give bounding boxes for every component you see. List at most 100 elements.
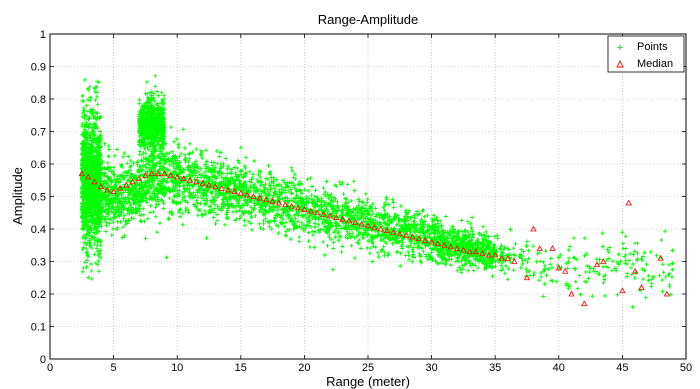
median-point	[383, 227, 391, 234]
legend: + Points Median	[607, 35, 685, 73]
median-point	[129, 178, 136, 185]
y-tick-label: 0.4	[31, 224, 46, 236]
median-point	[479, 250, 486, 256]
legend-points-marker: +	[617, 42, 623, 54]
median-point	[174, 173, 181, 180]
median-point	[104, 186, 111, 193]
median-point	[186, 176, 194, 183]
median-point	[154, 170, 162, 177]
median-point	[352, 219, 359, 225]
median-point	[441, 241, 448, 248]
median-point	[313, 209, 321, 216]
median-point	[402, 232, 410, 238]
median-series	[78, 170, 671, 307]
y-tick-label: 1	[40, 29, 46, 41]
median-point	[568, 290, 575, 297]
x-tick-label: 10	[171, 362, 183, 374]
median-point	[205, 181, 213, 188]
median-point	[142, 172, 149, 178]
median-point	[269, 198, 276, 204]
median-point	[148, 170, 155, 177]
y-tick-label: 0.9	[31, 62, 46, 74]
median-point	[161, 170, 168, 177]
median-point	[492, 251, 499, 258]
median-point	[243, 191, 251, 198]
x-tick-label: 0	[47, 362, 53, 374]
median-point	[364, 222, 372, 229]
median-point	[415, 235, 423, 242]
median-point	[511, 258, 518, 264]
median-point	[301, 206, 308, 212]
median-point	[326, 212, 334, 219]
legend-box	[607, 35, 685, 73]
axes	[49, 33, 687, 360]
median-point	[78, 170, 85, 177]
x-tick-label: 5	[111, 362, 117, 374]
x-tick-label: 20	[298, 362, 310, 374]
median-point	[600, 258, 607, 264]
median-point	[657, 254, 664, 261]
median-point	[91, 178, 98, 185]
x-tick-label: 15	[235, 362, 247, 374]
median-point	[116, 185, 124, 191]
legend-median-marker	[616, 59, 624, 68]
median-point	[250, 193, 257, 199]
median-point	[530, 225, 537, 232]
median-point	[555, 264, 562, 271]
y-tick-label: 0.5	[31, 192, 46, 204]
median-point	[536, 245, 543, 251]
median-point	[504, 254, 512, 261]
median-point	[409, 233, 416, 240]
median-point	[282, 201, 289, 208]
median-point	[345, 217, 353, 224]
median-point	[231, 188, 238, 195]
median-point	[199, 180, 206, 186]
y-tick-label: 0.1	[31, 322, 46, 334]
median-point	[333, 214, 340, 221]
median-point	[447, 243, 454, 250]
median-point	[358, 220, 365, 227]
y-tick-label: 0.3	[31, 257, 46, 269]
points-cloud	[79, 73, 675, 309]
median-point	[422, 237, 429, 243]
median-point	[167, 172, 175, 178]
median-point	[396, 230, 403, 237]
median-point	[256, 194, 264, 201]
median-point	[339, 215, 346, 222]
median-point	[371, 224, 378, 230]
y-tick-label: 0	[40, 354, 46, 366]
x-tick-labels: 0 5 10 15 20 25 30 35 40 45 50	[47, 362, 692, 374]
points-series	[79, 73, 675, 309]
median-point	[288, 202, 295, 209]
median-point	[180, 175, 187, 182]
y-tick-label: 0.8	[31, 94, 46, 106]
median-point	[224, 186, 232, 193]
median-point	[135, 175, 143, 182]
median-point	[625, 199, 632, 206]
median-point	[472, 248, 480, 255]
median-point	[320, 211, 327, 217]
median-point	[218, 185, 225, 191]
median-point	[619, 287, 626, 294]
median-point	[593, 261, 601, 268]
x-tick-label: 40	[553, 362, 565, 374]
median-point	[110, 188, 117, 195]
x-tick-label: 25	[362, 362, 374, 374]
median-point	[523, 274, 531, 281]
median-point	[275, 199, 283, 206]
median-point	[123, 181, 130, 188]
legend-points-label: Points	[637, 41, 668, 53]
x-axis-label: Range (meter)	[326, 374, 410, 389]
x-tick-label: 35	[489, 362, 501, 374]
median-point	[237, 189, 244, 196]
x-tick-label: 30	[425, 362, 437, 374]
median-point	[581, 300, 588, 307]
x-tick-label: 50	[680, 362, 692, 374]
median-point	[485, 251, 493, 258]
x-tick-label: 45	[616, 362, 628, 374]
median-point	[377, 225, 384, 232]
median-point	[460, 246, 467, 253]
median-point	[663, 290, 671, 297]
median-point	[263, 196, 270, 203]
